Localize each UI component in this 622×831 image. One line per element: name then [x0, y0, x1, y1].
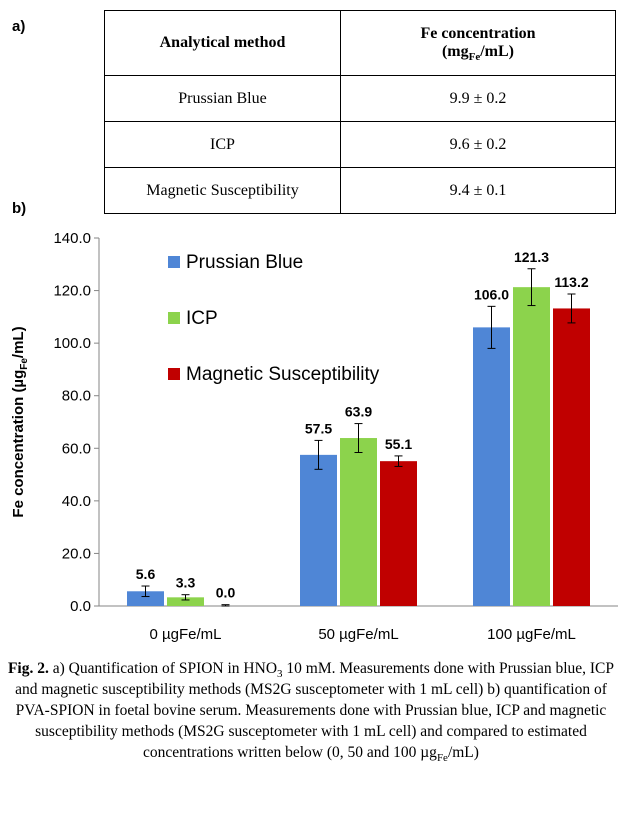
x-tick-label: 100 µgFe/mL [487, 626, 576, 643]
header-conc-unit-pre: (mg [441, 43, 469, 60]
caption-text-1: a) Quantification of SPION in HNO [48, 660, 278, 677]
figure-caption: Fig. 2. a) Quantification of SPION in HN… [4, 658, 618, 765]
legend-swatch [168, 256, 180, 268]
y-tick-label: 20.0 [62, 545, 91, 562]
panel-b-label: b) [12, 200, 27, 217]
y-tick-label: 60.0 [62, 440, 91, 457]
legend-label: Magnetic Susceptibility [186, 364, 380, 385]
x-tick-label: 50 µgFe/mL [318, 626, 398, 643]
legend-label: Prussian Blue [186, 252, 303, 273]
y-tick-label: 0.0 [70, 598, 91, 615]
caption-sub-1: 3 [277, 668, 283, 681]
bar [127, 591, 164, 606]
y-tick-label: 120.0 [53, 283, 91, 300]
row-method: Magnetic Susceptibility [104, 167, 341, 214]
row-method: Prussian Blue [104, 75, 341, 122]
row-value: 9.9 ± 0.2 [340, 75, 616, 122]
legend-swatch [168, 312, 180, 324]
row-value: 9.4 ± 0.1 [340, 167, 616, 214]
data-label: 0.0 [216, 585, 236, 601]
table-header-row: Analytical method Fe concentration (mgFe… [104, 10, 616, 76]
row-method: ICP [104, 121, 341, 168]
data-label: 3.3 [176, 575, 196, 591]
results-table: Analytical method Fe concentration (mgFe… [104, 10, 616, 214]
y-tick-label: 40.0 [62, 493, 91, 510]
data-label: 106.0 [474, 286, 509, 302]
data-label: 121.3 [514, 249, 549, 265]
legend-swatch [168, 368, 180, 380]
row-value: 9.6 ± 0.2 [340, 121, 616, 168]
panel-a-label: a) [12, 18, 26, 35]
caption-text-2: 10 mM. Measurements done with Prussian b… [15, 660, 615, 761]
caption-fig-label: Fig. 2. [7, 660, 49, 677]
data-label: 5.6 [136, 566, 156, 582]
caption-text-3: /mL) [447, 744, 479, 761]
table-row: Magnetic Susceptibility 9.4 ± 0.1 [104, 167, 616, 214]
legend-label: ICP [186, 308, 218, 329]
header-conc-unit-post: /mL) [480, 43, 515, 60]
y-tick-label: 100.0 [53, 335, 91, 352]
bar [167, 597, 204, 606]
header-conc-unit-sub: Fe [468, 51, 481, 64]
table-row: ICP 9.6 ± 0.2 [104, 121, 616, 168]
y-tick-label: 80.0 [62, 388, 91, 405]
bar [380, 461, 417, 606]
table-row: Prussian Blue 9.9 ± 0.2 [104, 75, 616, 122]
bar [553, 308, 590, 606]
data-label: 113.2 [554, 274, 588, 290]
header-concentration: Fe concentration (mgFe/mL) [340, 10, 616, 76]
x-tick-label: 0 µgFe/mL [149, 626, 221, 643]
y-axis-label: Fe concentration (µgFe/mL) [10, 326, 30, 517]
bar [300, 454, 337, 606]
bar [473, 327, 510, 606]
data-label: 57.5 [305, 420, 332, 436]
data-label: 63.9 [345, 404, 372, 420]
y-tick-label: 140.0 [53, 230, 91, 247]
bar [340, 438, 377, 606]
header-method: Analytical method [104, 10, 341, 76]
bar-chart: 0.0 20.0 40.0 60.0 80.0 100.0 120.0 140.0 Fe con… [10, 230, 618, 643]
caption-sub-2: Fe [436, 752, 448, 765]
header-conc-unit: (mgFe/mL) [341, 43, 615, 64]
bar [513, 287, 550, 606]
header-conc-main: Fe concentration [420, 25, 536, 42]
data-label: 55.1 [385, 436, 412, 452]
